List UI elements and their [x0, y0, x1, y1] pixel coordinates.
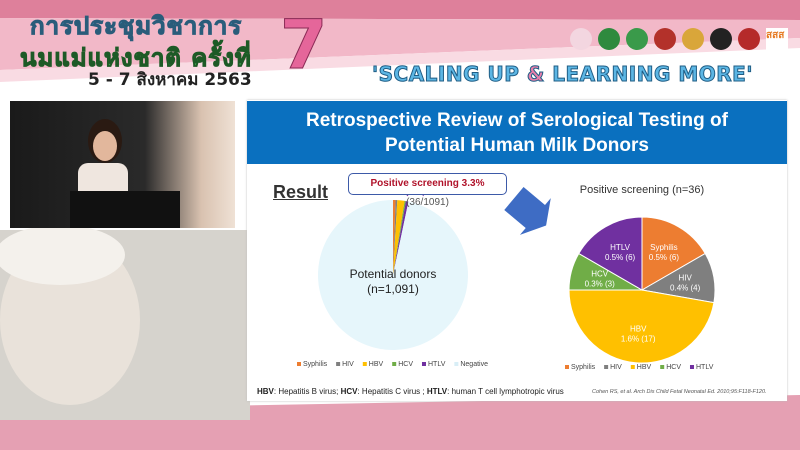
- legend-swatch: [421, 362, 426, 366]
- pie-slice-hiv: [393, 200, 398, 275]
- legend-swatch: [565, 365, 569, 369]
- logo-icon: [738, 28, 760, 50]
- legend-label-htlv: HTLV: [428, 361, 446, 368]
- logo-icon: [682, 28, 704, 50]
- sponsor-logos: สสส: [570, 28, 788, 50]
- pie-slice-negative: [318, 200, 469, 350]
- legend-swatch: [297, 362, 301, 366]
- legend-label-negative: Negative: [460, 361, 488, 368]
- logo-sss-icon: สสส: [766, 28, 788, 50]
- legend-label-hbv: HBV: [369, 361, 384, 368]
- center-label: Potential donors: [350, 267, 437, 281]
- legend-swatch: [689, 365, 694, 369]
- legend-swatch: [660, 365, 665, 369]
- legend-swatch: [362, 362, 367, 366]
- presentation-slide: Retrospective Review of Serological Test…: [247, 100, 787, 401]
- data-label-value: 0.4% (4): [670, 283, 701, 292]
- legend-label-syphilis: Syphilis: [571, 364, 596, 371]
- conference-dates: 5 - 7 สิงหาคม 2563: [88, 70, 252, 90]
- conference-title-line1: การประชุมวิชาการ: [29, 12, 243, 41]
- legend-swatch: [336, 362, 341, 366]
- data-label-category: HBV: [630, 325, 647, 334]
- arrow-icon: [504, 187, 551, 235]
- pie-slice-hbv: [393, 200, 405, 275]
- data-label-value: 0.3% (3): [585, 280, 616, 289]
- slide-title: Retrospective Review of Serological Test…: [247, 101, 787, 164]
- logo-icon: [626, 28, 648, 50]
- data-label-value: 0.5% (6): [649, 253, 680, 262]
- edition-number: 7: [279, 6, 328, 86]
- legend-label-hbv: HBV: [637, 364, 652, 371]
- legend-label-hiv: HIV: [610, 364, 622, 371]
- data-label-category: Syphilis: [650, 243, 678, 252]
- data-label-category: HTLV: [610, 243, 631, 252]
- legend-swatch: [630, 365, 635, 369]
- result-heading: Result: [273, 182, 329, 202]
- pie-slice-syphilis: [393, 200, 396, 275]
- legend-label-htlv: HTLV: [696, 364, 714, 371]
- charts: Potential donors(n=1,091) Syphilis HIV HBV H…: [297, 184, 716, 371]
- pie-slice-hbv: [568, 289, 715, 364]
- legend-label-hcv: HCV: [666, 364, 681, 371]
- data-label-category: HCV: [591, 270, 609, 279]
- legend-label-hiv: HIV: [342, 361, 354, 368]
- legend-label-hcv: HCV: [398, 361, 413, 368]
- logo-icon: [654, 28, 676, 50]
- legend-swatch: [454, 362, 459, 366]
- logo-icon: [570, 28, 592, 50]
- legend-swatch: [392, 362, 397, 366]
- chart-title: Positive screening (n=36): [580, 184, 704, 196]
- positive-screening-callout: Positive screening 3.3% (36/1091): [348, 173, 507, 208]
- data-label-value: 0.5% (6): [605, 253, 636, 262]
- pie-slice-syphilis: [641, 216, 706, 291]
- data-label-category: HIV: [678, 273, 692, 282]
- abbreviation-footnote: HBV: Hepatitis B virus; HCV: Hepatitis C…: [257, 387, 564, 396]
- pie-slice-htlv: [393, 201, 409, 275]
- reference-citation: Cohen RS, et al. Arch Dis Child Fetal Ne…: [592, 389, 767, 395]
- legend-swatch: [604, 365, 609, 369]
- speaker-video: [10, 101, 235, 228]
- pie-slice-htlv: [578, 216, 643, 291]
- slogan: 'SCALING UP & LEARNING MORE': [372, 62, 753, 87]
- logo-icon: [598, 28, 620, 50]
- center-label: (n=1,091): [367, 282, 419, 296]
- logo-icon: [710, 28, 732, 50]
- legend-label-syphilis: Syphilis: [303, 361, 328, 368]
- pie-slice-hcv: [393, 200, 406, 275]
- conference-title-line2: นมแม่แห่งชาติ ครั้งที่: [20, 44, 252, 73]
- data-label-value: 1.6% (17): [621, 335, 656, 344]
